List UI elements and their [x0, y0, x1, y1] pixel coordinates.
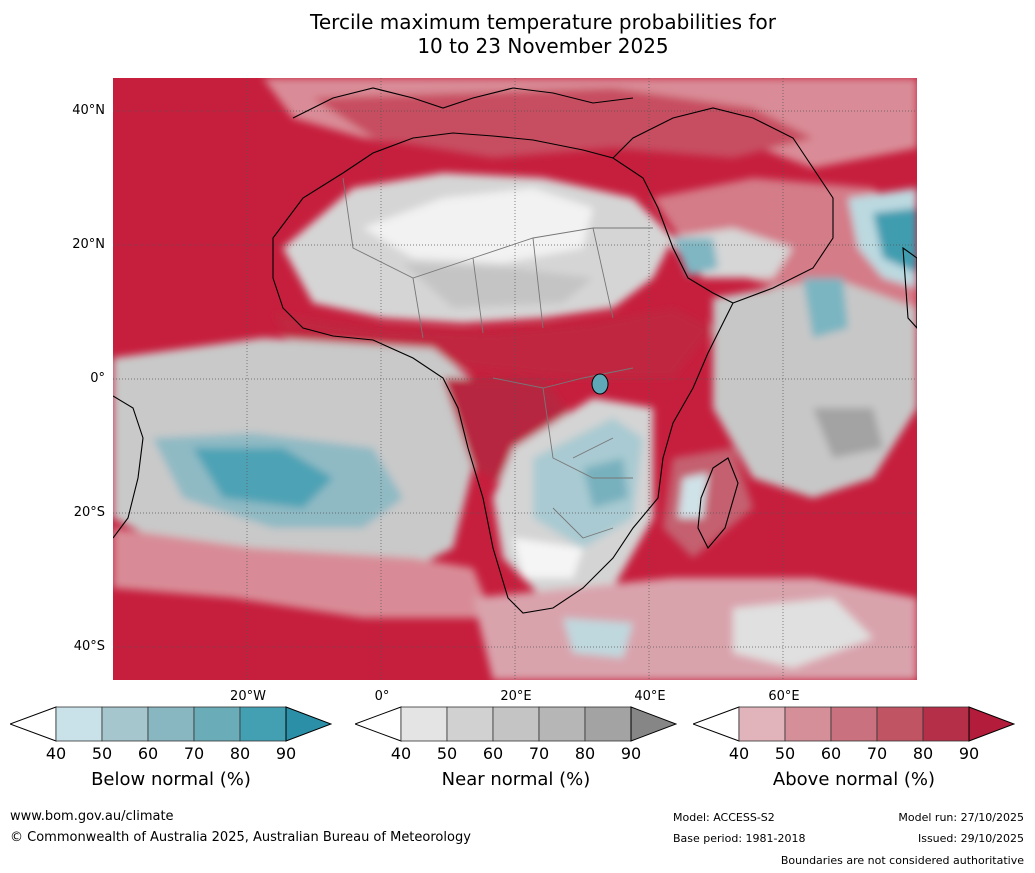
- colorbar-above-segment-4: [876, 706, 924, 742]
- below-tick-80: 80: [229, 744, 251, 763]
- south-atlantic-blue-core: [193, 448, 333, 508]
- copyright-text: © Commonwealth of Australia 2025, Austra…: [10, 830, 471, 845]
- indian-ocean-dark-grey-patch: [813, 408, 883, 458]
- lat-label-0: 0°: [90, 371, 105, 386]
- colorbar-above-high-arrow: [968, 706, 1015, 742]
- south-atlantic-pink-band: [113, 528, 493, 618]
- madagascar-red-region: [663, 448, 753, 558]
- lon-label-0: 0°: [374, 689, 390, 704]
- india-coastline: [902, 246, 917, 329]
- colorbar-below-segment-3: [147, 706, 195, 742]
- colorbar-above-segment-3: [830, 706, 878, 742]
- europe-coastline: [292, 87, 634, 119]
- colorbar-below-low-arrow: [10, 706, 57, 742]
- below-tick-70: 70: [183, 744, 205, 763]
- issued-date: Issued: 29/10/2025: [917, 832, 1024, 845]
- near-tick-60: 60: [482, 744, 504, 763]
- bom-website-link[interactable]: www.bom.gov.au/climate: [10, 809, 174, 824]
- above-tick-40: 40: [728, 744, 750, 763]
- colorbar-below-normal: [10, 706, 332, 742]
- near-tick-50: 50: [436, 744, 458, 763]
- below-tick-90: 90: [275, 744, 297, 763]
- sahara-white-region: [363, 188, 593, 263]
- colorbar-above-segment-5: [922, 706, 970, 742]
- colorbar-below-segment-5: [239, 706, 287, 742]
- sahel-grey-region: [403, 263, 593, 308]
- south-america-coastline: [113, 395, 144, 539]
- colorbar-near-normal: [355, 706, 677, 742]
- colorbar-near-svg: [355, 706, 677, 742]
- boundaries-disclaimer: Boundaries are not considered authoritat…: [780, 854, 1024, 867]
- colorbar-near-segment-1: [400, 706, 448, 742]
- above-tick-80: 80: [912, 744, 934, 763]
- lon-label-40e: 40°E: [634, 689, 666, 704]
- lat-label-40s: 40°S: [73, 639, 105, 654]
- colorbar-above-low-arrow: [693, 706, 740, 742]
- graticule: [113, 78, 917, 680]
- colorbar-near-high-arrow: [630, 706, 677, 742]
- sahel-red-band: [273, 308, 713, 378]
- map-title-line1: Tercile maximum temperature probabilitie…: [310, 10, 776, 34]
- southern-africa-white-region: [513, 538, 583, 578]
- above-tick-50: 50: [774, 744, 796, 763]
- colorbar-above-segment-2: [784, 706, 832, 742]
- arabia-below-normal-patch: [673, 238, 718, 276]
- base-period: Base period: 1981-2018: [673, 832, 806, 845]
- colorbar-near-low-arrow: [355, 706, 402, 742]
- madagascar-coastline: [697, 457, 739, 549]
- indian-ocean-blue-patch: [803, 278, 848, 338]
- lon-label-20w: 20°W: [230, 689, 266, 704]
- below-tick-60: 60: [137, 744, 159, 763]
- southern-africa-blue-core: [583, 458, 628, 508]
- near-tick-70: 70: [528, 744, 550, 763]
- map-title: Tercile maximum temperature probabilitie…: [0, 10, 1035, 58]
- model-name: Model: ACCESS-S2: [673, 811, 775, 824]
- lat-label-20s: 20°S: [73, 505, 105, 520]
- above-normal-label: Above normal (%): [772, 769, 936, 790]
- southern-ocean-grey-patch: [733, 598, 873, 668]
- colorbar-below-segment-2: [101, 706, 149, 742]
- above-tick-90: 90: [958, 744, 980, 763]
- colorbar-near-segment-3: [492, 706, 540, 742]
- africa-coastline: [272, 132, 734, 614]
- lat-label-20n: 20°N: [72, 237, 105, 252]
- below-tick-50: 50: [91, 744, 113, 763]
- lon-label-60e: 60°E: [768, 689, 800, 704]
- lat-label-40n: 40°N: [72, 103, 105, 118]
- colorbar-above-normal: [693, 706, 1015, 742]
- above-tick-60: 60: [820, 744, 842, 763]
- colorbar-above-svg: [693, 706, 1015, 742]
- coastlines: [113, 87, 917, 614]
- colorbar-below-segment-1: [55, 706, 103, 742]
- colorbar-near-segment-2: [446, 706, 494, 742]
- near-tick-90: 90: [620, 744, 642, 763]
- colorbar-above-segment-1: [738, 706, 786, 742]
- near-normal-label: Near normal (%): [441, 769, 591, 790]
- colorbar-below-high-arrow: [285, 706, 332, 742]
- above-tick-70: 70: [866, 744, 888, 763]
- arabia-coastline: [612, 107, 834, 304]
- near-tick-80: 80: [574, 744, 596, 763]
- south-asia-blue-region: [873, 208, 917, 273]
- probability-map: [113, 78, 917, 680]
- red-band-mediterranean: [313, 88, 813, 158]
- map-svg: [113, 78, 917, 680]
- colorbar-below-segment-4: [193, 706, 241, 742]
- below-normal-label: Below normal (%): [91, 769, 251, 790]
- near-tick-40: 40: [390, 744, 412, 763]
- colorbar-near-segment-5: [584, 706, 632, 742]
- colorbar-below-svg: [10, 706, 332, 742]
- country-boundaries: [342, 177, 653, 539]
- southern-ocean-blue-patch: [563, 618, 633, 658]
- lake-victoria-marker: [591, 373, 609, 395]
- map-title-line2: 10 to 23 November 2025: [417, 34, 669, 58]
- below-tick-40: 40: [45, 744, 67, 763]
- model-run-date: Model run: 27/10/2025: [898, 811, 1024, 824]
- lon-label-20e: 20°E: [500, 689, 532, 704]
- colorbar-near-segment-4: [538, 706, 586, 742]
